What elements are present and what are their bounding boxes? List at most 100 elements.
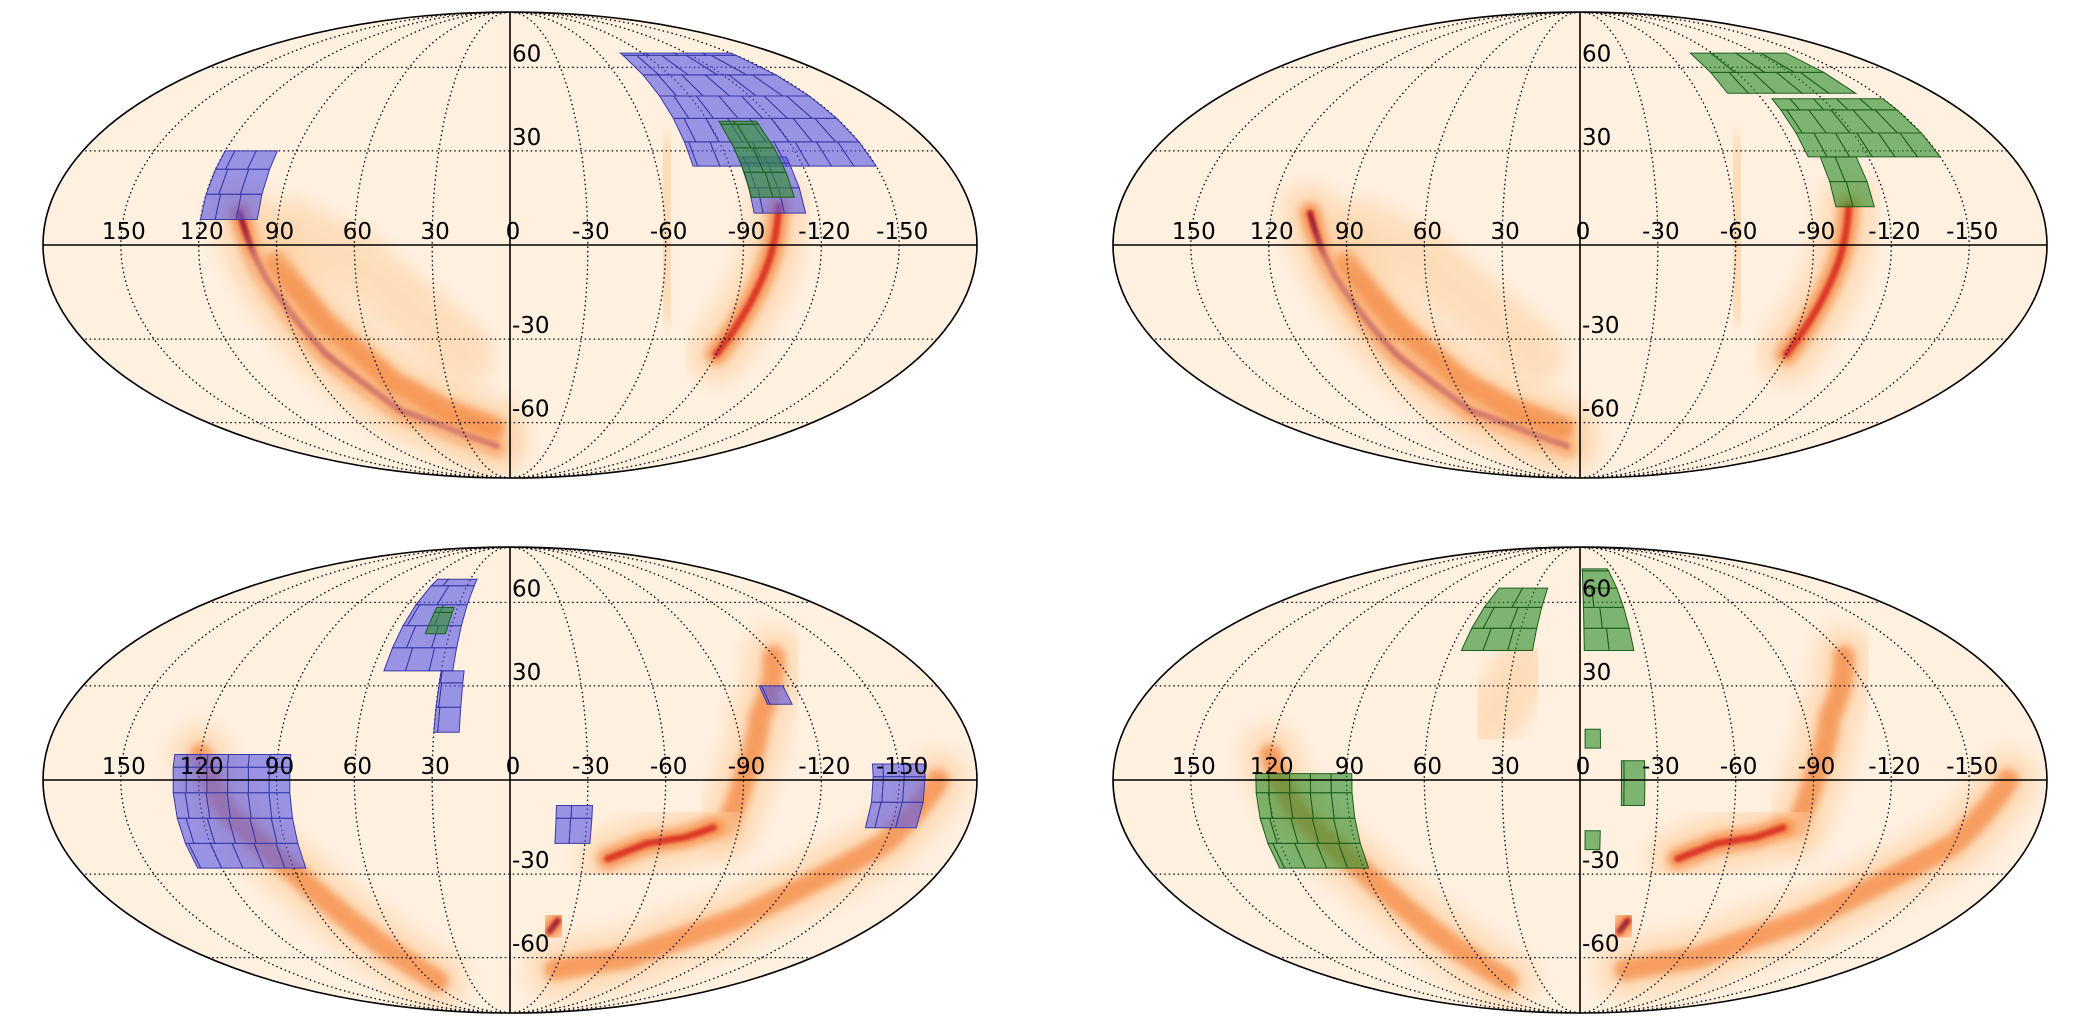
longitude-label: 60: [343, 754, 372, 780]
meridian-line: [509, 547, 745, 1013]
green-tile: [1620, 779, 1625, 806]
longitude-label: -60: [1720, 754, 1758, 780]
longitude-label: 60: [1413, 754, 1442, 780]
probability-heatmap: [210, 136, 809, 476]
longitude-label: -60: [650, 754, 688, 780]
heat-band: [1614, 769, 2020, 981]
latitude-label: -60: [1582, 397, 1620, 423]
meridian-line: [1268, 12, 1581, 478]
longitude-label: 60: [1413, 219, 1442, 245]
probability-heatmap: [1240, 626, 2039, 1011]
heat-core: [712, 203, 783, 358]
latitude-label: -30: [512, 848, 550, 874]
blue-tile: [871, 763, 885, 778]
longitude-label: 0: [506, 219, 521, 245]
meridian-line: [1268, 547, 1581, 1013]
longitude-label: 60: [343, 219, 372, 245]
blue-tile: [268, 792, 294, 819]
blue-tile: [226, 792, 252, 819]
blue-tile: [438, 682, 464, 708]
latitude-label: -30: [1582, 848, 1620, 874]
blue-tile: [430, 578, 450, 587]
heat-peak: [548, 919, 559, 933]
meridian-line: [509, 12, 822, 478]
longitude-label: -150: [1946, 219, 1998, 245]
latitude-label: 30: [1582, 660, 1611, 686]
green-tile: [1689, 52, 1737, 73]
sky-outline: [42, 546, 978, 1014]
skymap-panel-bottom-left: 150 120 90 60 30 0 -30 -60 -90 -120 -150 60 30 -30 -60: [42, 546, 978, 1014]
blue-tile: [671, 52, 708, 56]
longitude-label: 0: [506, 754, 521, 780]
longitude-label: 120: [180, 219, 224, 245]
green-tile: [1330, 792, 1356, 819]
longitude-label: 30: [1491, 754, 1520, 780]
blue-tile: [570, 805, 594, 819]
longitude-label: -120: [798, 754, 850, 780]
latitude-label: -60: [1582, 932, 1620, 958]
longitude-label: 90: [265, 754, 294, 780]
meridian-line: [1579, 12, 1892, 478]
green-tile-set: [1255, 568, 1646, 869]
latitude-label: 60: [512, 41, 541, 67]
latitude-label: 30: [1582, 125, 1611, 151]
meridian-line: [1345, 547, 1581, 1013]
meridian-line: [275, 12, 511, 478]
meridian-line: [198, 547, 511, 1013]
green-tile: [1599, 606, 1630, 629]
longitude-label: -120: [1868, 754, 1920, 780]
longitude-label: 90: [265, 219, 294, 245]
green-tile: [1584, 728, 1602, 749]
sky-outline: [1112, 546, 2048, 1014]
longitude-label: -30: [1642, 219, 1680, 245]
green-tile: [1620, 760, 1625, 781]
green-tile: [1623, 779, 1646, 806]
meridian-line: [198, 12, 511, 478]
green-tile: [1582, 606, 1603, 629]
green-tile: [1309, 792, 1335, 819]
green-tile: [1309, 773, 1332, 794]
longitude-label: -150: [1946, 754, 1998, 780]
longitude-label: -120: [1868, 219, 1920, 245]
heat-core: [1674, 824, 1787, 863]
meridian-line: [275, 547, 511, 1013]
green-tile: [433, 606, 455, 613]
blue-tile: [226, 754, 250, 768]
longitude-label: 150: [1172, 219, 1216, 245]
blue-tile: [702, 52, 737, 56]
green-tile: [1483, 587, 1524, 608]
latitude-label: -30: [1582, 313, 1620, 339]
heat-core: [1782, 203, 1853, 358]
heat-core: [604, 824, 717, 863]
blue-tile-set: [172, 578, 926, 869]
longitude-label: 90: [1335, 754, 1364, 780]
heat-band: [1784, 645, 1856, 839]
blue-tile: [554, 817, 572, 844]
green-tile: [1583, 627, 1610, 651]
longitude-label: 0: [1576, 754, 1591, 780]
sky-outline: [42, 11, 978, 479]
blue-tile: [172, 754, 188, 768]
longitude-label: -150: [876, 754, 928, 780]
blue-tile: [439, 670, 465, 684]
longitude-label: 90: [1335, 219, 1364, 245]
meridian-line: [1579, 547, 1815, 1013]
meridian-line: [509, 547, 822, 1013]
longitude-label: -90: [728, 219, 766, 245]
longitude-label: -60: [1720, 219, 1758, 245]
latitude-label: -60: [512, 397, 550, 423]
blue-tile: [247, 792, 273, 819]
blue-tile: [438, 670, 443, 684]
skymap-panel-top-right: 150 120 90 60 30 0 -30 -60 -90 -120 -150 60 30 -30 -60: [1112, 11, 2048, 479]
longitude-label: 120: [180, 754, 224, 780]
latitude-label: -30: [512, 313, 550, 339]
latitude-label: 30: [512, 125, 541, 151]
longitude-label: 150: [1172, 754, 1216, 780]
longitude-label: -90: [728, 754, 766, 780]
blue-tile: [437, 706, 462, 733]
longitude-label: -150: [876, 219, 928, 245]
green-tile-set: [424, 606, 455, 635]
latitude-label: 60: [1582, 576, 1611, 602]
longitude-label: 120: [1250, 754, 1294, 780]
